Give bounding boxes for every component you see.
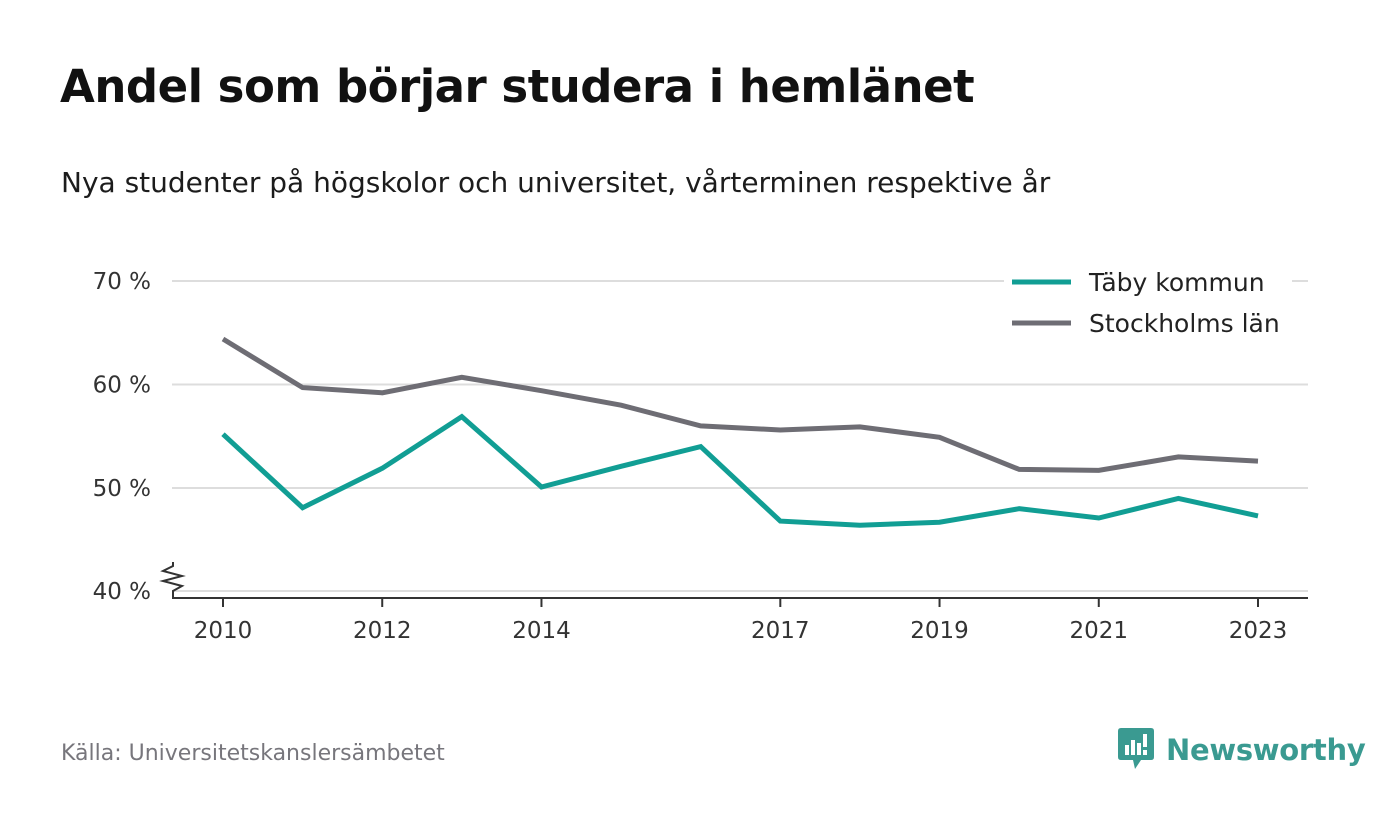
- y-tick-label: 60 %: [93, 373, 151, 399]
- legend: Täby kommun Stockholms län: [1004, 262, 1292, 348]
- x-tick-label: 2012: [353, 618, 412, 644]
- line-chart: 40 % 50 % 60 % 70 % 2010 2012 2014 2017 2019 202…: [92, 262, 1308, 644]
- x-tick-label: 2014: [512, 618, 571, 644]
- x-axis: 2010 2012 2014 2017 2019 2021 2023: [172, 597, 1308, 644]
- series-lines: [221, 336, 1259, 528]
- series-line-taby: [221, 413, 1259, 528]
- y-tick-label: 50 %: [93, 476, 151, 502]
- newsworthy-logo-icon: [1118, 728, 1154, 769]
- x-tick-label: 2017: [751, 618, 810, 644]
- series-line-stockholm: [221, 336, 1259, 473]
- y-tick-label: 40 %: [93, 579, 151, 605]
- axis-break-icon: [159, 562, 186, 598]
- brand-logo: Newsworthy: [1118, 728, 1366, 772]
- legend-label: Stockholms län: [1089, 309, 1280, 338]
- x-tick-label: 2010: [194, 618, 253, 644]
- y-axis: 40 % 50 % 60 % 70 %: [93, 269, 186, 605]
- legend-background: [1004, 262, 1292, 348]
- brand-name: Newsworthy: [1166, 733, 1366, 767]
- x-tick-label: 2021: [1069, 618, 1128, 644]
- y-tick-label: 70 %: [93, 269, 151, 295]
- legend-label: Täby kommun: [1088, 268, 1265, 297]
- chart-title: Andel som börjar studera i hemlänet: [60, 60, 975, 113]
- chart-subtitle: Nya studenter på högskolor och universit…: [61, 166, 1051, 199]
- source-note: Källa: Universitetskanslersämbetet: [61, 741, 445, 766]
- x-tick-label: 2019: [910, 618, 969, 644]
- x-tick-label: 2023: [1229, 618, 1288, 644]
